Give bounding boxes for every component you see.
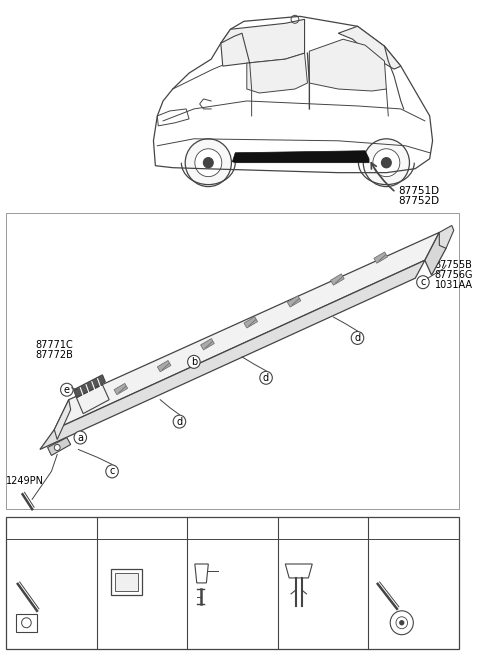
- Text: a: a: [77, 432, 84, 443]
- Text: b: b: [103, 523, 109, 533]
- Circle shape: [371, 521, 384, 535]
- Circle shape: [99, 521, 113, 535]
- Circle shape: [185, 139, 231, 186]
- Polygon shape: [439, 226, 454, 249]
- Text: 87759D: 87759D: [208, 548, 244, 557]
- Text: c: c: [420, 277, 426, 287]
- Text: 87758: 87758: [24, 552, 52, 561]
- Polygon shape: [54, 400, 71, 440]
- Text: 87751D: 87751D: [398, 186, 439, 195]
- Text: 87772B: 87772B: [35, 350, 73, 360]
- Circle shape: [280, 521, 294, 535]
- Text: 1243AB: 1243AB: [10, 542, 45, 551]
- Polygon shape: [73, 375, 105, 398]
- Circle shape: [260, 371, 272, 384]
- Text: 87701B: 87701B: [387, 552, 422, 561]
- Text: d: d: [284, 523, 290, 533]
- Text: c: c: [194, 523, 200, 533]
- Circle shape: [195, 149, 222, 176]
- Text: 1730AA: 1730AA: [291, 523, 326, 533]
- Polygon shape: [310, 39, 386, 91]
- Text: b: b: [191, 357, 197, 367]
- Text: 1031AA: 1031AA: [434, 280, 472, 290]
- Text: e: e: [64, 384, 70, 395]
- Circle shape: [173, 415, 186, 428]
- Polygon shape: [338, 26, 401, 69]
- Bar: [6, 213, 458, 509]
- Bar: [6, 517, 458, 649]
- Circle shape: [373, 149, 400, 176]
- Text: 87771C: 87771C: [35, 340, 73, 350]
- Polygon shape: [247, 53, 308, 93]
- Polygon shape: [114, 383, 128, 395]
- Text: 87756G: 87756G: [434, 270, 473, 280]
- Circle shape: [351, 331, 364, 344]
- Circle shape: [188, 356, 200, 368]
- Bar: [111, 569, 142, 595]
- Polygon shape: [40, 260, 425, 449]
- Polygon shape: [48, 438, 71, 455]
- Text: e: e: [374, 523, 381, 533]
- Circle shape: [382, 157, 391, 168]
- Circle shape: [9, 521, 23, 535]
- Polygon shape: [201, 338, 214, 350]
- Polygon shape: [244, 317, 258, 328]
- Polygon shape: [232, 151, 369, 163]
- Polygon shape: [157, 360, 171, 372]
- Polygon shape: [54, 232, 439, 430]
- Text: 87752D: 87752D: [398, 195, 439, 205]
- Text: 87755B: 87755B: [434, 260, 472, 270]
- Circle shape: [60, 383, 73, 396]
- Circle shape: [190, 521, 204, 535]
- Text: d: d: [176, 417, 182, 426]
- Circle shape: [54, 445, 60, 451]
- Text: d: d: [263, 373, 269, 383]
- Polygon shape: [221, 19, 304, 66]
- Circle shape: [417, 276, 429, 289]
- Polygon shape: [425, 232, 446, 276]
- Polygon shape: [374, 252, 387, 263]
- Text: 87756J: 87756J: [110, 523, 142, 533]
- Text: d: d: [354, 333, 360, 343]
- Polygon shape: [287, 296, 301, 307]
- Polygon shape: [331, 274, 344, 285]
- Text: c: c: [109, 466, 115, 476]
- Circle shape: [106, 465, 119, 478]
- Text: 1243HZ: 1243HZ: [372, 542, 408, 551]
- Circle shape: [74, 431, 86, 444]
- Bar: [16, 614, 37, 632]
- Bar: [115, 573, 138, 591]
- Circle shape: [204, 157, 213, 168]
- Circle shape: [400, 621, 404, 625]
- Text: 1249PN: 1249PN: [6, 476, 44, 486]
- Circle shape: [363, 139, 409, 186]
- Text: a: a: [12, 523, 19, 533]
- Text: 1249LG: 1249LG: [202, 600, 236, 609]
